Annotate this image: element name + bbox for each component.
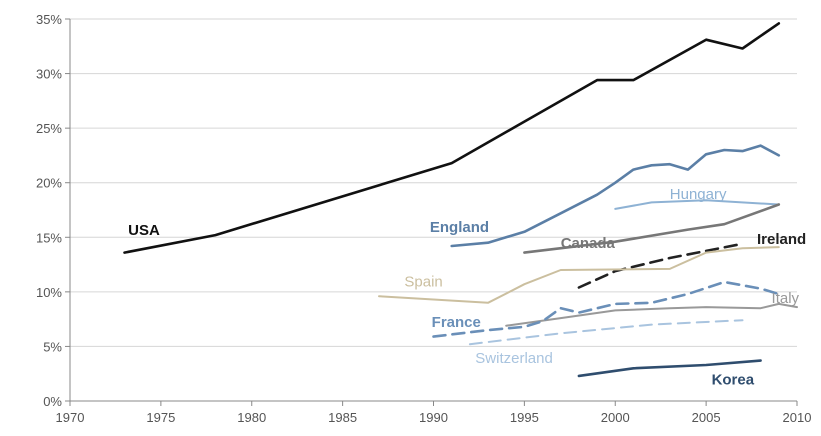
series-label-italy: Italy bbox=[772, 290, 800, 307]
y-axis-ticks: 0% 5% 10% 15% 20% 25% 30% 35% bbox=[36, 12, 70, 409]
series-line-spain bbox=[378, 246, 780, 304]
x-axis-ticks: 1970 1975 1980 1985 1990 1995 2000 2005 2010 bbox=[56, 401, 812, 425]
x-tick-label: 1990 bbox=[419, 410, 448, 425]
x-tick-label: 1975 bbox=[146, 410, 175, 425]
series-label-france: France bbox=[432, 314, 481, 331]
y-tick-label: 5% bbox=[43, 339, 62, 354]
series-line-ireland bbox=[577, 242, 744, 289]
series-label-hungary: Hungary bbox=[670, 186, 727, 203]
y-tick-label: 10% bbox=[36, 285, 62, 300]
y-tick-label: 15% bbox=[36, 230, 62, 245]
x-tick-label: 1995 bbox=[510, 410, 539, 425]
y-tick-label: 20% bbox=[36, 176, 62, 191]
x-tick-label: 1980 bbox=[237, 410, 266, 425]
series-line-usa bbox=[123, 22, 781, 254]
series-label-england: England bbox=[430, 219, 489, 236]
series-label-usa: USA bbox=[128, 222, 160, 239]
series-line-hungary bbox=[614, 199, 780, 210]
y-tick-label: 30% bbox=[36, 67, 62, 82]
series-lines bbox=[123, 22, 798, 378]
axes bbox=[69, 19, 797, 402]
series-label-spain: Spain bbox=[404, 273, 442, 290]
series-labels: USA England Hungary Canada Ireland Spain Italy… bbox=[128, 186, 806, 389]
series-label-switzerland: Switzerland bbox=[475, 350, 553, 367]
series-line-korea bbox=[577, 359, 762, 378]
series-line-canada bbox=[523, 203, 781, 254]
series-line-england bbox=[450, 144, 781, 248]
series-label-ireland: Ireland bbox=[757, 231, 806, 248]
series-line-switzerland bbox=[468, 319, 744, 346]
y-tick-label: 25% bbox=[36, 121, 62, 136]
x-tick-label: 2000 bbox=[601, 410, 630, 425]
gridlines bbox=[70, 18, 797, 347]
y-tick-label: 0% bbox=[43, 394, 62, 409]
series-line-france bbox=[432, 280, 781, 338]
series-label-canada: Canada bbox=[561, 235, 616, 252]
x-tick-label: 1970 bbox=[56, 410, 85, 425]
series-line-italy bbox=[505, 302, 798, 327]
x-tick-label: 2010 bbox=[783, 410, 812, 425]
x-tick-label: 2005 bbox=[692, 410, 721, 425]
x-tick-label: 1985 bbox=[328, 410, 357, 425]
series-label-korea: Korea bbox=[712, 372, 755, 389]
y-tick-label: 35% bbox=[36, 12, 62, 27]
